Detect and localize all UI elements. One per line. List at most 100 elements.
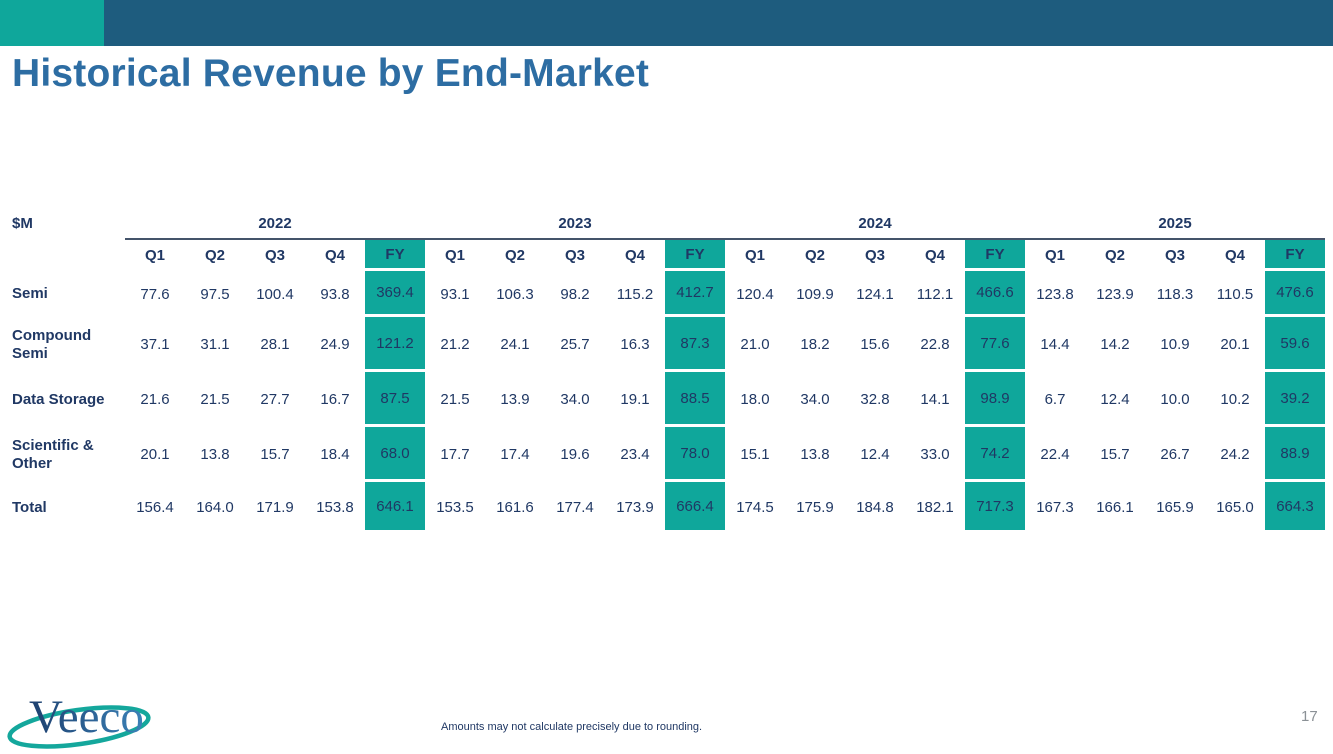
fy-value-cell: 77.6 — [965, 317, 1025, 372]
value-cell: 37.1 — [140, 336, 170, 353]
value-cell: 100.4 — [256, 285, 294, 303]
quarter-header: Q1 — [1025, 238, 1085, 271]
value-cell: 153.8 — [316, 499, 354, 516]
veeco-logo: Veeco — [4, 685, 156, 749]
value-cell: 93.1 — [440, 285, 470, 303]
value-cell: 184.8 — [856, 499, 894, 516]
value-cell: 166.1 — [1096, 499, 1134, 516]
value-cell: 18.0 — [740, 391, 770, 408]
row-label: Data Storage — [12, 390, 105, 408]
quarter-header-spacer — [12, 238, 125, 271]
value-cell: 120.4 — [736, 285, 774, 303]
value-cell: 115.2 — [616, 285, 654, 303]
value-cell: 110.5 — [1216, 285, 1254, 303]
top-bar-accent-block — [0, 0, 104, 46]
value-cell: 14.2 — [1100, 336, 1130, 353]
year-header: 2024 — [858, 215, 892, 232]
table-row: Scientific & Other 20.1 13.8 15.7 18.4 68.0 17… — [12, 427, 1325, 482]
row-label: Semi — [12, 285, 48, 303]
unit-label: $M — [12, 215, 33, 232]
quarter-header: Q3 — [845, 238, 905, 271]
fy-value-cell: 87.5 — [365, 372, 425, 427]
value-cell: 10.2 — [1220, 391, 1250, 408]
value-cell: 106.3 — [496, 285, 534, 303]
quarter-header-row: Q1 Q2 Q3 Q4 FY Q1 Q2 Q3 Q4 FY Q1 Q2 Q3 Q4 FY Q1 Q2 Q3 Q4 FY — [12, 238, 1325, 271]
value-cell: 182.1 — [916, 499, 954, 516]
page-title: Historical Revenue by End-Market — [12, 52, 650, 95]
value-cell: 93.8 — [320, 285, 350, 303]
quarter-header: Q1 — [125, 238, 185, 271]
value-cell: 17.4 — [500, 446, 530, 463]
quarter-header: FY — [365, 238, 425, 271]
value-cell: 164.0 — [196, 499, 234, 516]
fy-value-cell: 68.0 — [365, 427, 425, 482]
value-cell: 22.8 — [920, 336, 950, 353]
quarter-header: Q1 — [425, 238, 485, 271]
value-cell: 33.0 — [920, 446, 950, 463]
value-cell: 13.8 — [800, 446, 830, 463]
value-cell: 98.2 — [560, 285, 590, 303]
value-cell: 112.1 — [916, 285, 954, 303]
value-cell: 124.1 — [856, 285, 894, 303]
value-cell: 14.4 — [1040, 336, 1070, 353]
table-wrap: $M 2022 2023 2024 2025 Q1 Q2 Q3 Q4 FY Q1 Q2 Q3 Q4 FY Q1… — [12, 210, 1325, 533]
quarter-header: Q4 — [1205, 238, 1265, 271]
footnote: Amounts may not calculate precisely due … — [441, 721, 703, 733]
quarter-header: Q3 — [1145, 238, 1205, 271]
value-cell: 109.9 — [796, 285, 834, 303]
value-cell: 22.4 — [1040, 446, 1070, 463]
value-cell: 153.5 — [436, 499, 474, 516]
table-row: Compound Semi 37.1 31.1 28.1 24.9 121.2 21.2 24… — [12, 317, 1325, 372]
table-row: Total 156.4 164.0 171.9 153.8 646.1 153.5 161.6… — [12, 482, 1325, 533]
year-header: 2022 — [258, 215, 292, 232]
value-cell: 12.4 — [1100, 391, 1130, 408]
quarter-header: Q2 — [185, 238, 245, 271]
value-cell: 118.3 — [1156, 285, 1194, 303]
value-cell: 34.0 — [560, 391, 590, 408]
value-cell: 21.5 — [200, 391, 230, 408]
fy-value-cell: 59.6 — [1265, 317, 1325, 372]
value-cell: 14.1 — [920, 391, 950, 408]
quarter-header: Q4 — [305, 238, 365, 271]
value-cell: 13.8 — [200, 446, 230, 463]
fy-value-cell: 666.4 — [665, 482, 725, 533]
value-cell: 97.5 — [200, 285, 230, 303]
value-cell: 16.3 — [620, 336, 650, 353]
fy-value-cell: 369.4 — [365, 271, 425, 317]
value-cell: 15.7 — [260, 446, 290, 463]
quarter-header: FY — [665, 238, 725, 271]
fy-value-cell: 78.0 — [665, 427, 725, 482]
value-cell: 26.7 — [1160, 446, 1190, 463]
fy-value-cell: 39.2 — [1265, 372, 1325, 427]
value-cell: 20.1 — [1220, 336, 1250, 353]
quarter-header: Q2 — [785, 238, 845, 271]
fy-value-cell: 87.3 — [665, 317, 725, 372]
value-cell: 24.9 — [320, 336, 350, 353]
fy-value-cell: 98.9 — [965, 372, 1025, 427]
fy-value-cell: 717.3 — [965, 482, 1025, 533]
quarter-header: Q4 — [605, 238, 665, 271]
veeco-logo-text: Veeco — [29, 691, 144, 743]
year-header: 2023 — [558, 215, 592, 232]
quarter-header: Q4 — [905, 238, 965, 271]
value-cell: 77.6 — [140, 285, 170, 303]
value-cell: 25.7 — [560, 336, 590, 353]
value-cell: 21.0 — [740, 336, 770, 353]
value-cell: 13.9 — [500, 391, 530, 408]
value-cell: 21.2 — [440, 336, 470, 353]
value-cell: 18.2 — [800, 336, 830, 353]
value-cell: 17.7 — [440, 446, 470, 463]
value-cell: 161.6 — [496, 499, 534, 516]
value-cell: 21.5 — [440, 391, 470, 408]
quarter-header: Q1 — [725, 238, 785, 271]
value-cell: 175.9 — [796, 499, 834, 516]
row-label: Total — [12, 498, 47, 516]
value-cell: 19.6 — [560, 446, 590, 463]
table-row: Data Storage 21.6 21.5 27.7 16.7 87.5 21.5 13.9… — [12, 372, 1325, 427]
quarter-header: Q3 — [245, 238, 305, 271]
fy-value-cell: 121.2 — [365, 317, 425, 372]
fy-value-cell: 664.3 — [1265, 482, 1325, 533]
value-cell: 34.0 — [800, 391, 830, 408]
table-row: Semi 77.6 97.5 100.4 93.8 369.4 93.1 106.3 98.2 1… — [12, 271, 1325, 317]
value-cell: 165.9 — [1156, 499, 1194, 516]
